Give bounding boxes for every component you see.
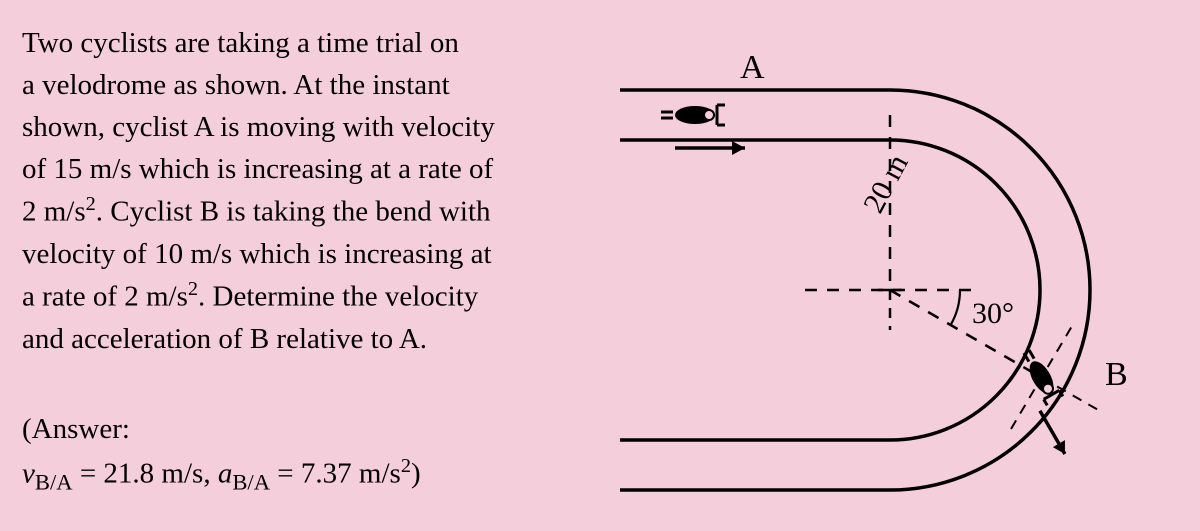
angle-label: 30° <box>972 297 1014 330</box>
velodrome-figure: 20 m 30° A B <box>600 40 1180 500</box>
line: velocity of 10 m/s which is increasing a… <box>22 233 582 275</box>
label-a: A <box>740 49 765 86</box>
line: shown, cyclist A is moving with velocity <box>22 106 582 148</box>
problem-text: Two cyclists are taking a time trial on … <box>22 22 582 500</box>
line: 2 m/s2. Cyclist B is taking the bend wit… <box>22 190 582 233</box>
line: and acceleration of B relative to A. <box>22 318 582 360</box>
answer-line: vB/A = 21.8 m/s, aB/A = 7.37 m/s2) <box>22 451 582 499</box>
line: a velodrome as shown. At the instant <box>22 64 582 106</box>
answer-block: (Answer: vB/A = 21.8 m/s, aB/A = 7.37 m/… <box>22 408 582 500</box>
answer-label: (Answer: <box>22 408 582 452</box>
line: Two cyclists are taking a time trial on <box>22 22 582 64</box>
cyclist-a-arrow-icon <box>675 141 745 155</box>
label-b: B <box>1105 356 1128 393</box>
line: a rate of 2 m/s2. Determine the velocity <box>22 275 582 318</box>
cyclist-b-icon <box>1019 347 1063 405</box>
line: of 15 m/s which is increasing at a rate … <box>22 148 582 190</box>
cyclist-a-icon <box>661 105 725 125</box>
radius-label: 20 m <box>857 149 915 218</box>
cyclist-b-arrow-icon <box>1034 407 1071 457</box>
angle-arc <box>951 290 960 325</box>
